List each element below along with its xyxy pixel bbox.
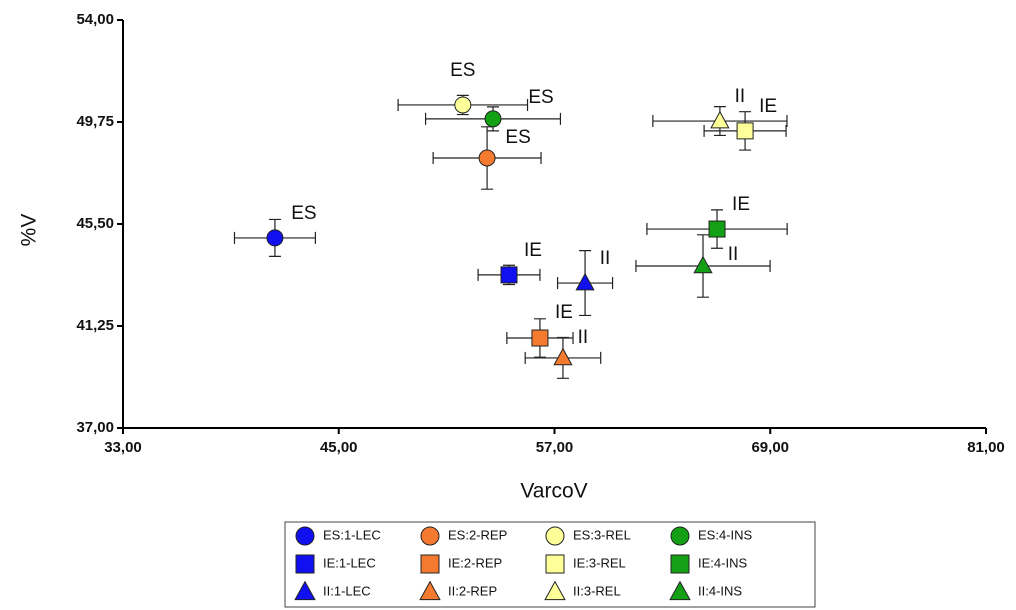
point — [484, 110, 502, 128]
legend-label: ES:3-REL — [573, 527, 631, 542]
legend-marker — [544, 580, 566, 601]
legend-marker — [420, 554, 440, 574]
y-tick-label: 45,50 — [76, 215, 114, 232]
point — [266, 229, 284, 247]
legend-label: ES:2-REP — [448, 527, 507, 542]
legend-marker — [295, 526, 315, 546]
x-tick-label: 69,00 — [751, 439, 789, 456]
legend-marker — [545, 526, 565, 546]
point-label: II — [578, 327, 589, 348]
x-tick-label: 57,00 — [536, 439, 574, 456]
point-label: IE — [759, 96, 777, 117]
legend-label: IE:1-LEC — [323, 555, 376, 570]
y-tick-label: 54,00 — [76, 11, 114, 28]
point — [708, 220, 726, 238]
y-axis-title: %V — [18, 214, 41, 247]
legend-label: II:4-INS — [698, 583, 742, 598]
point-label: ES — [528, 87, 553, 108]
point — [553, 347, 573, 366]
x-axis-title: VarcoV — [520, 480, 587, 503]
point — [693, 255, 713, 274]
point-label: ES — [291, 203, 316, 224]
point — [710, 110, 730, 129]
legend-label: ES:1-LEC — [323, 527, 381, 542]
point — [500, 266, 518, 284]
x-tick-label: 33,00 — [104, 439, 142, 456]
legend-label: II:1-LEC — [323, 583, 371, 598]
legend-label: II:3-REL — [573, 583, 621, 598]
legend-marker — [294, 580, 316, 601]
y-tick-label: 49,75 — [76, 113, 114, 130]
legend-marker — [670, 526, 690, 546]
legend-marker — [669, 580, 691, 601]
point — [531, 329, 549, 347]
legend-marker — [670, 554, 690, 574]
x-tick-label: 45,00 — [320, 439, 358, 456]
point-label: ES — [450, 60, 475, 81]
y-tick-label: 37,00 — [76, 419, 114, 436]
legend-label: IE:3-REL — [573, 555, 626, 570]
legend-marker — [420, 526, 440, 546]
point-label: ES — [505, 127, 530, 148]
point-label: IE — [732, 194, 750, 215]
point — [736, 122, 754, 140]
point-label: II — [735, 86, 746, 107]
legend-marker — [419, 580, 441, 601]
y-tick-label: 41,25 — [76, 317, 114, 334]
point-label: II — [600, 248, 611, 269]
legend-label: IE:4-INS — [698, 555, 747, 570]
legend-label: II:2-REP — [448, 583, 497, 598]
legend-marker — [545, 554, 565, 574]
point — [454, 96, 472, 114]
legend-label: ES:4-INS — [698, 527, 753, 542]
legend-label: IE:2-REP — [448, 555, 502, 570]
point-label: II — [728, 244, 739, 265]
point-label: IE — [524, 240, 542, 261]
point — [575, 272, 595, 291]
x-tick-label: 81,00 — [967, 439, 1005, 456]
point — [478, 149, 496, 167]
legend-marker — [295, 554, 315, 574]
point-label: IE — [555, 302, 573, 323]
